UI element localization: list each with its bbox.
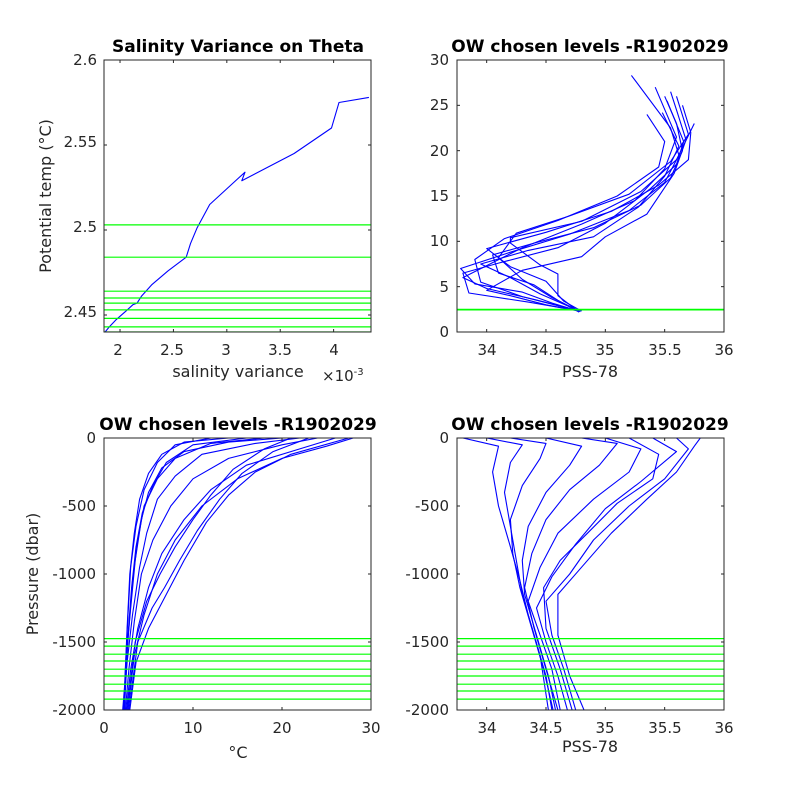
y-tick-labels: -2000 -1500 -1000 -500 0	[52, 429, 96, 719]
x-tick-label: 36	[714, 719, 733, 737]
plot-lines	[104, 438, 371, 710]
series-line-7	[486, 91, 687, 312]
x-tick-labels: 34 34.5 35 35.5 36	[477, 719, 733, 737]
series-line-7	[123, 438, 247, 710]
x-tick-label: 35	[595, 341, 614, 359]
y-tick-label: 2.55	[64, 133, 97, 151]
series-line-12	[126, 438, 292, 710]
x-tick-label: 30	[361, 719, 380, 737]
x-tick-label: 35	[595, 719, 614, 737]
tick-marks	[103, 437, 372, 711]
series-line-10	[480, 112, 680, 310]
x-tick-label: 3	[221, 341, 231, 359]
x-tick-labels: 2 2.5 3 3.5 4	[113, 341, 339, 359]
series-line-3	[486, 105, 692, 312]
series-line-9	[524, 438, 618, 710]
y-tick-labels: 0 5 10 15 20 25 30	[430, 51, 449, 341]
y-tick-label: 0	[439, 323, 449, 341]
series-line-1	[545, 438, 689, 710]
y-tick-label: 30	[430, 51, 449, 69]
plot-lines	[457, 438, 724, 710]
x-tick-labels: 0 10 20 30	[99, 719, 380, 737]
x-tick-label: 2.5	[160, 341, 184, 359]
plot-lines	[457, 75, 724, 313]
y-tick-label: 2.6	[73, 51, 97, 69]
x-tick-label: 3.5	[268, 341, 292, 359]
y-tick-label: 25	[430, 96, 449, 114]
y-tick-labels: 2.45 2.5 2.55 2.6	[64, 51, 97, 321]
y-tick-label: 20	[430, 142, 449, 160]
series-line-3	[527, 438, 642, 710]
y-tick-label: 0	[439, 429, 449, 447]
series-line-4	[462, 86, 678, 309]
tick-marks	[104, 59, 371, 332]
x-tick-label: 4	[329, 341, 339, 359]
tick-marks	[457, 437, 725, 711]
x-tick-label: 36	[714, 341, 733, 359]
chart-title: Salinity Variance on Theta	[112, 37, 364, 57]
x-axis-label: °C	[228, 743, 247, 762]
y-tick-label: -500	[62, 497, 96, 515]
multiplier-exponent: -3	[354, 367, 364, 378]
y-tick-label: -2000	[405, 701, 449, 719]
x-tick-labels: 34 34.5 35 35.5 36	[477, 341, 733, 359]
x-tick-label: 34	[477, 719, 496, 737]
x-tick-label: 10	[183, 719, 202, 737]
x-tick-label: 0	[99, 719, 109, 737]
x-tick-label: 35.5	[648, 719, 681, 737]
x-axis-multiplier: ×10-3	[322, 367, 364, 385]
chart-title: OW chosen levels -R1902029	[451, 37, 728, 57]
x-axis-label: PSS-78	[562, 737, 618, 756]
plot-area	[457, 438, 724, 710]
y-tick-label: -2000	[52, 701, 96, 719]
series-line-11	[128, 438, 309, 710]
x-tick-label: 34.5	[529, 341, 562, 359]
y-axis-label: Pressure (dbar)	[23, 513, 42, 636]
axes-frame	[103, 59, 372, 333]
series-line-8	[462, 100, 685, 311]
y-tick-label: -1000	[52, 565, 96, 583]
x-tick-label: 35.5	[648, 341, 681, 359]
y-tick-label: 15	[430, 187, 449, 205]
y-tick-label: 2.5	[73, 218, 97, 236]
panel-salinity-variance: 2 2.5 3 3.5 4 2.45 2.5 2.55 2.6 Salinity…	[36, 37, 372, 385]
tick-marks	[457, 59, 725, 333]
series-line-2	[535, 438, 678, 710]
y-tick-label: 0	[86, 429, 96, 447]
series-line-8	[543, 438, 660, 710]
panel-salinity-pressure: 34 34.5 35 35.5 36 -2000 -1500 -1000 -50…	[405, 415, 733, 756]
x-tick-label: 34.5	[529, 719, 562, 737]
y-tick-label: -1500	[405, 633, 449, 651]
x-tick-label: 20	[272, 719, 291, 737]
panel-temperature-pressure: 0 10 20 30 -2000 -1500 -1000 -500 0 OW c…	[23, 415, 381, 762]
x-tick-label: 34	[477, 341, 496, 359]
panel-theta-salinity: 34 34.5 35 35.5 36 0 5 10 15 20 25 30 OW…	[430, 37, 734, 381]
y-tick-label: -1500	[52, 633, 96, 651]
series-line-6	[474, 114, 666, 310]
x-axis-label: PSS-78	[562, 362, 618, 381]
series-line-3	[124, 438, 318, 710]
x-axis-label: salinity variance	[172, 362, 303, 381]
plot-area	[104, 60, 371, 332]
y-tick-label: 10	[430, 232, 449, 250]
chart-title: OW chosen levels -R1902029	[451, 415, 728, 435]
y-tick-label: -1000	[405, 565, 449, 583]
y-tick-labels: -2000 -1500 -1000 -500 0	[405, 429, 449, 719]
y-tick-label: 5	[439, 278, 449, 296]
series-line-10	[129, 438, 349, 710]
x-tick-label: 2	[113, 341, 123, 359]
plot-lines	[104, 96, 371, 332]
series-line-10	[509, 438, 554, 710]
multiplier-base: ×10	[322, 367, 354, 385]
chart-title: OW chosen levels -R1902029	[99, 415, 376, 435]
y-tick-label: -500	[415, 497, 449, 515]
series-line-7	[557, 438, 701, 710]
series-line-1	[127, 438, 354, 710]
series-line-9	[123, 438, 211, 710]
y-axis-label: Potential temp (°C)	[36, 119, 55, 273]
y-tick-label: 2.45	[64, 303, 97, 321]
plot-area	[104, 438, 371, 710]
series-line-9	[497, 96, 689, 313]
